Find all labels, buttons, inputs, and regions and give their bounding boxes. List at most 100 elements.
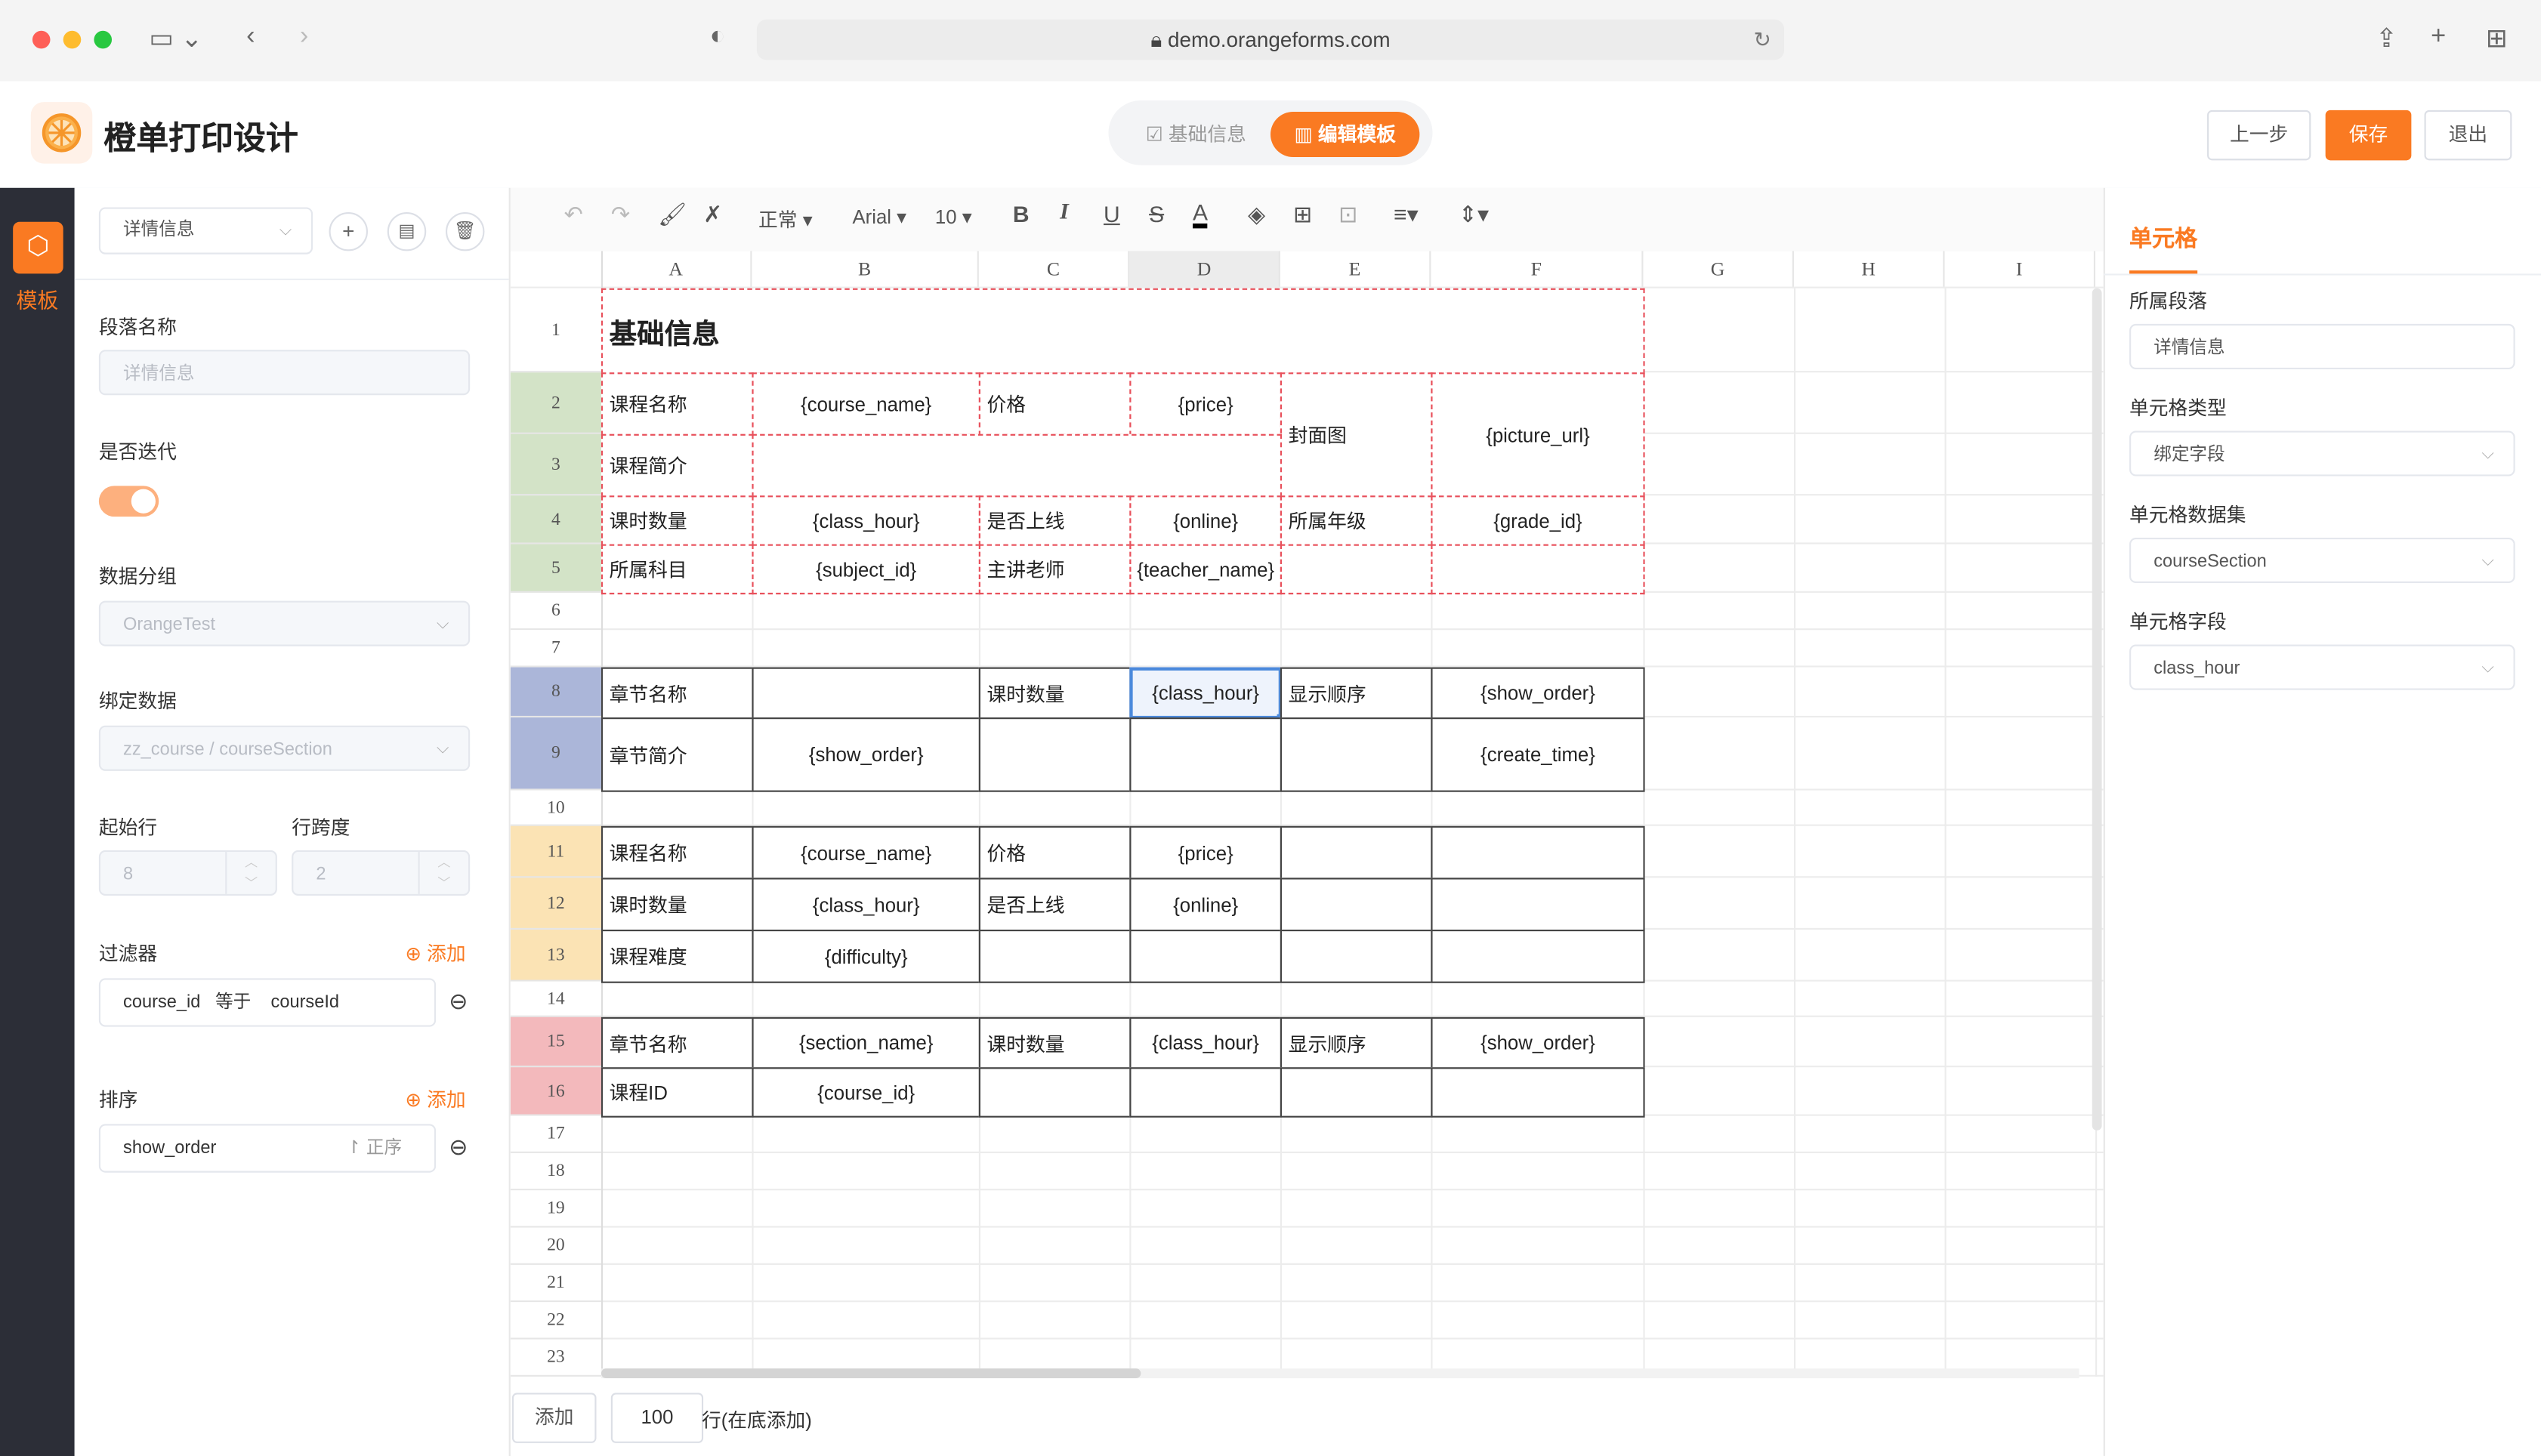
new-tab-icon[interactable]: + — [2431, 23, 2447, 51]
sheet-cell[interactable] — [1431, 1067, 1645, 1118]
column-header-d[interactable]: D — [1129, 251, 1280, 288]
sheet-cell[interactable]: {class_hour} — [752, 495, 980, 546]
sidebar-item-template[interactable]: 模板 — [16, 288, 59, 313]
sheet-cell[interactable]: 课时数量 — [601, 878, 754, 932]
row-header-23[interactable]: 23 — [510, 1339, 601, 1377]
paragraph-style-select[interactable]: 正常 ▾ — [758, 208, 813, 232]
undo-icon[interactable]: ↶ — [563, 200, 583, 227]
sheet-cell[interactable] — [752, 667, 980, 720]
sheet-cell[interactable]: 价格 — [978, 372, 1132, 436]
column-header-e[interactable]: E — [1280, 251, 1431, 288]
sheet-cell[interactable] — [978, 1067, 1132, 1118]
sheet-cell[interactable] — [1280, 825, 1433, 880]
sheet-cell[interactable]: {grade_id} — [1431, 495, 1645, 546]
borders-icon[interactable]: ⊞ — [1293, 200, 1313, 227]
sheet-cell[interactable] — [1431, 825, 1645, 880]
filter-row[interactable]: course_id 等于 courseId — [98, 978, 437, 1027]
clear-format-icon[interactable]: ✗ — [703, 200, 723, 227]
column-header-i[interactable]: I — [1944, 251, 2096, 288]
cell-section-input[interactable]: 详情信息 — [2129, 323, 2515, 369]
row-header-18[interactable]: 18 — [510, 1152, 601, 1191]
delete-section-button[interactable]: 🗑︎ — [445, 211, 485, 251]
back-icon[interactable]: ‹ — [246, 23, 255, 51]
sheet-cell[interactable] — [1280, 1067, 1433, 1118]
strikethrough-icon[interactable]: S — [1149, 200, 1165, 227]
sheet-cell[interactable]: 课程难度 — [601, 930, 754, 983]
sheet-cell[interactable]: 显示顺序 — [1280, 667, 1433, 720]
sheet-cell[interactable]: 课时数量 — [601, 495, 754, 546]
zoom-window-button[interactable] — [94, 30, 113, 49]
sheet-cell[interactable]: {course_name} — [752, 825, 980, 880]
start-row-stepper[interactable]: 8 ︿ ﹀ — [98, 850, 277, 896]
minimize-window-button[interactable] — [63, 30, 82, 49]
italic-icon[interactable]: I — [1060, 200, 1069, 226]
sheet-cell[interactable]: {show_order} — [1431, 667, 1645, 720]
sheet-cell[interactable]: {class_hour} — [752, 878, 980, 932]
row-header-2[interactable]: 2 — [510, 372, 601, 434]
sheet-cell[interactable]: 显示顺序 — [1280, 1016, 1433, 1069]
cell-tab[interactable]: 单元格 — [2129, 222, 2198, 274]
row-header-1[interactable]: 1 — [510, 288, 601, 373]
row-header-8[interactable]: 8 — [510, 667, 601, 718]
bold-icon[interactable]: B — [1012, 200, 1030, 227]
sheet-cell[interactable]: 主讲老师 — [978, 544, 1132, 595]
underline-icon[interactable]: U — [1104, 200, 1120, 227]
row-header-10[interactable]: 10 — [510, 790, 601, 826]
sheet-cell[interactable] — [752, 433, 1283, 498]
row-header-15[interactable]: 15 — [510, 1016, 601, 1068]
format-painter-icon[interactable]: 🖌︎ — [658, 200, 687, 227]
spreadsheet-grid[interactable]: A B C D E F G H I 1 2 3 4 5 6 7 8 9 10 11 12 13 14 15 16 17 18 19 20… — [510, 251, 2104, 1377]
sheet-cell[interactable]: 课程名称 — [601, 372, 754, 436]
sheet-cell[interactable]: 课程名称 — [601, 825, 754, 880]
close-window-button[interactable] — [32, 30, 51, 49]
forward-icon[interactable]: › — [299, 23, 309, 51]
sheet-cell[interactable]: {online} — [1129, 878, 1283, 932]
sheet-cell[interactable] — [1129, 1067, 1283, 1118]
sheet-cell[interactable]: 课程简介 — [601, 433, 754, 498]
iterate-toggle[interactable] — [98, 486, 159, 517]
sheet-cell[interactable]: 课时数量 — [978, 667, 1132, 720]
sheet-cell[interactable] — [1129, 717, 1283, 792]
column-header-c[interactable]: C — [979, 251, 1130, 288]
row-header-20[interactable]: 20 — [510, 1227, 601, 1265]
stepper-arrows-icon[interactable]: ︿ ﹀ — [418, 852, 469, 894]
cell-dataset-select[interactable]: courseSection ⌵ — [2129, 538, 2515, 584]
row-header-5[interactable]: 5 — [510, 544, 601, 593]
column-header-b[interactable]: B — [752, 251, 979, 288]
row-header-9[interactable]: 9 — [510, 717, 601, 791]
remove-filter-icon[interactable]: ⊖ — [449, 988, 468, 1014]
tab-basic-info[interactable]: ☑ 基础信息 — [1135, 112, 1258, 157]
sheet-cell[interactable] — [1280, 544, 1433, 595]
sheet-cell[interactable] — [1280, 878, 1433, 932]
sheet-cell[interactable]: 是否上线 — [978, 878, 1132, 932]
column-header-f[interactable]: F — [1431, 251, 1644, 288]
shield-icon[interactable]: ◐ — [709, 23, 726, 51]
sheet-cell[interactable] — [978, 717, 1132, 792]
sheet-cell[interactable]: {price} — [1129, 372, 1283, 436]
template-icon[interactable]: ⬡ — [13, 221, 63, 274]
sidebar-toggle-icon[interactable]: ▭ ⌄ — [149, 26, 203, 54]
sheet-cell[interactable]: 章节名称 — [601, 1016, 754, 1069]
fill-color-icon[interactable]: ◈ — [1247, 200, 1266, 227]
remove-sort-icon[interactable]: ⊖ — [449, 1134, 468, 1160]
sheet-cell[interactable]: {price} — [1129, 825, 1283, 880]
vertical-scrollbar[interactable] — [2092, 288, 2102, 1131]
sheet-cell[interactable]: 章节名称 — [601, 667, 754, 720]
data-group-select[interactable]: OrangeTest ⌵ — [98, 600, 471, 646]
sheet-cell[interactable]: 课时数量 — [978, 1016, 1132, 1069]
sheet-cell[interactable]: {class_hour} — [1129, 667, 1283, 720]
stepper-arrows-icon[interactable]: ︿ ﹀ — [225, 852, 276, 894]
section-select[interactable]: 详情信息 ⌵ — [98, 207, 313, 254]
sheet-cell[interactable]: {difficulty} — [752, 930, 980, 983]
sheet-cell[interactable]: {course_id} — [752, 1067, 980, 1118]
sheet-cell[interactable] — [1280, 717, 1433, 792]
add-rows-button[interactable]: 添加 — [511, 1393, 597, 1443]
row-header-22[interactable]: 22 — [510, 1302, 601, 1340]
row-header-13[interactable]: 13 — [510, 930, 601, 982]
sheet-cell[interactable]: {picture_url} — [1431, 372, 1645, 498]
align-icon[interactable]: ≡▾ — [1394, 200, 1419, 227]
prev-step-button[interactable]: 上一步 — [2207, 110, 2311, 161]
row-header-4[interactable]: 4 — [510, 495, 601, 544]
sheet-cell[interactable]: 封面图 — [1280, 372, 1433, 498]
row-header-21[interactable]: 21 — [510, 1264, 601, 1303]
